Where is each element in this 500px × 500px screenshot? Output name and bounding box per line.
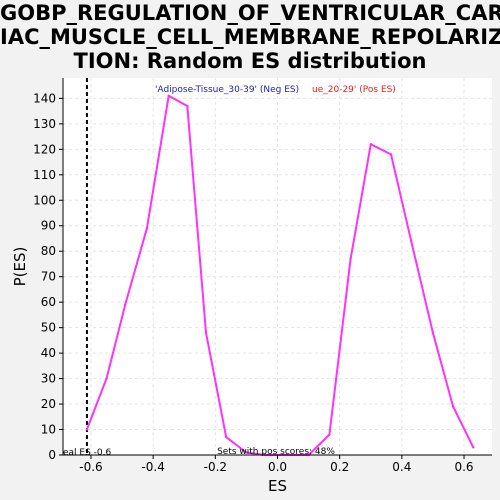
x-tick-label: 0.0: [268, 460, 287, 474]
y-tick-label: 60: [41, 295, 56, 309]
y-tick-label: 30: [41, 372, 56, 386]
y-tick-label: 50: [41, 321, 56, 335]
x-axis-title: ES: [268, 477, 287, 495]
y-tick-label: 70: [41, 270, 56, 284]
x-tick-label: 0.6: [454, 460, 473, 474]
chart-title-line-1: GOBP_REGULATION_OF_VENTRICULAR_CARD: [0, 1, 500, 25]
data-point: [349, 257, 352, 261]
x-tick-label: -0.4: [141, 460, 164, 474]
data-point: [225, 435, 228, 439]
y-tick-label: 0: [48, 448, 56, 462]
y-tick-label: 20: [41, 397, 56, 411]
x-tick-label: 0.2: [330, 460, 349, 474]
x-tick-label: 0.4: [392, 460, 411, 474]
data-point: [472, 446, 475, 449]
y-tick-label: 80: [41, 244, 56, 258]
data-point: [167, 94, 170, 98]
y-tick-label: 130: [33, 117, 56, 131]
chart-title-line-3: TION: Random ES distribution: [73, 49, 427, 73]
data-point: [204, 331, 208, 334]
data-point: [145, 227, 149, 230]
y-tick-label: 90: [41, 219, 56, 233]
x-tick-label: -0.6: [79, 460, 102, 474]
data-point: [409, 239, 413, 243]
y-axis-title: P(ES): [11, 247, 29, 287]
legend: 'Adipose-Tissue_30-39' (Neg ES) ue_20-29…: [155, 85, 396, 95]
chart-title: GOBP_REGULATION_OF_VENTRICULAR_CARD IAC_…: [0, 1, 500, 73]
y-tick-label: 100: [33, 193, 56, 207]
data-point: [186, 104, 189, 108]
data-point: [85, 428, 89, 431]
real-es-label: eal ES -0.6: [63, 448, 112, 458]
pos-scores-note: Sets with pos scores: 48%: [217, 447, 335, 457]
y-tick-label: 120: [33, 142, 56, 156]
legend-pos-es: ue_20-29' (Pos ES): [312, 85, 396, 95]
x-tick-label: -0.2: [204, 460, 227, 474]
y-tick-label: 10: [41, 423, 56, 437]
data-point: [245, 451, 248, 454]
axes: 0 10 20 30 40 50 60 70 80 90 100 110 120 130 140 -0.6 -0…: [33, 78, 492, 474]
y-tick-label: 140: [33, 91, 56, 105]
data-point: [431, 331, 435, 334]
data-point: [328, 433, 331, 436]
data-point: [105, 377, 108, 380]
data-point: [389, 153, 393, 156]
data-point: [123, 303, 127, 306]
y-tick-label: 110: [33, 168, 56, 182]
data-point: [451, 405, 455, 408]
grid: [63, 78, 492, 456]
legend-neg-es: 'Adipose-Tissue_30-39' (Neg ES): [155, 85, 299, 95]
data-point: [369, 143, 372, 146]
y-tick-label: 40: [41, 346, 56, 360]
chart-title-line-2: IAC_MUSCLE_CELL_MEMBRANE_REPOLARIZA: [0, 25, 500, 49]
